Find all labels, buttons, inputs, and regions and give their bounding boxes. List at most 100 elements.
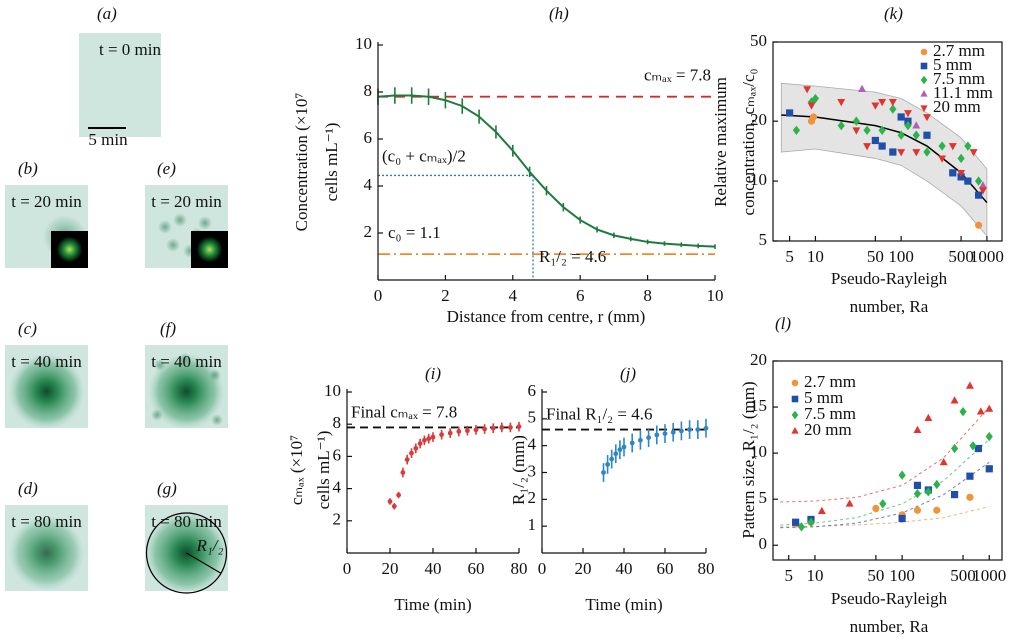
marker (898, 514, 906, 523)
time-caption: t = 40 min (151, 352, 222, 371)
y-tick-label: 8 (333, 413, 342, 432)
y-tick-label: 6 (333, 445, 342, 464)
reference-label: Final R₁/₂ = 4.6 (546, 404, 652, 423)
marker (703, 425, 709, 431)
cell-cluster (166, 238, 180, 252)
marker (687, 427, 692, 432)
x-tick-label: 5 (784, 566, 793, 585)
x-axis-title: Distance from centre, r (mm) (447, 307, 646, 326)
y-axis-title: cells mL⁻¹) (322, 123, 341, 202)
marker (858, 84, 867, 92)
panel-label: (a) (97, 4, 117, 23)
x-tick-label: 500 (950, 566, 976, 585)
x-tick-label: 60 (468, 559, 485, 578)
time-caption: t = 20 min (11, 192, 82, 211)
y-tick-label: 1 (528, 515, 537, 534)
x-axis-title: number, Ra (850, 297, 929, 316)
legend-label: 2.7 mm (804, 372, 856, 391)
x-tick-label: 0 (343, 559, 352, 578)
panel-label: (f) (160, 319, 176, 338)
marker (646, 435, 651, 441)
plot-frame (772, 41, 1003, 242)
marker (950, 396, 959, 404)
y-tick-label: 15 (750, 396, 767, 415)
marker (920, 75, 928, 85)
marker (863, 143, 872, 151)
x-tick-label: 60 (657, 559, 674, 578)
marker (938, 141, 946, 151)
panel-label: (g) (157, 479, 177, 498)
marker (897, 149, 906, 157)
marker (695, 427, 701, 432)
marker (852, 127, 861, 135)
marker (923, 114, 931, 122)
x-tick-label: 10 (707, 286, 724, 305)
marker (897, 130, 905, 140)
marker (920, 105, 928, 112)
marker (985, 431, 993, 442)
x-tick-label: 500 (948, 247, 974, 266)
panel-label: (d) (18, 479, 38, 498)
marker (889, 148, 897, 156)
marker (447, 430, 453, 436)
marker (974, 444, 982, 453)
marker (845, 499, 854, 507)
marker (924, 487, 932, 497)
legend-label: 7.5 mm (804, 404, 856, 423)
panel-label: (c) (18, 319, 37, 338)
y-axis-title: R₁/₂ (mm) (509, 435, 528, 505)
marker (426, 436, 432, 442)
x-tick-label: 20 (575, 559, 592, 578)
y-tick-label: 0 (759, 534, 768, 553)
marker (490, 425, 496, 431)
marker (965, 381, 974, 389)
marker (473, 427, 479, 433)
marker (387, 499, 393, 504)
marker (791, 410, 799, 420)
x-tick-label: 8 (643, 286, 652, 305)
y-tick-label: 2 (364, 222, 373, 241)
marker (897, 113, 905, 121)
radius-label: R₁/₂ (196, 536, 224, 555)
radius-circle (145, 512, 228, 594)
marker (852, 116, 860, 126)
x-tick-label: 5 (785, 247, 794, 266)
marker (404, 457, 410, 463)
data-line (377, 94, 716, 248)
marker (920, 90, 928, 97)
marker (976, 407, 985, 415)
marker (912, 121, 921, 129)
x-tick-label: 0 (538, 559, 547, 578)
marker (871, 136, 879, 145)
marker (889, 104, 897, 114)
panel-label: (b) (18, 159, 38, 178)
guide-label: R₁/₂ = 4.6 (539, 247, 606, 266)
marker (792, 518, 800, 526)
time-caption: t = 0 min (99, 40, 162, 59)
y-tick-label: 3 (528, 461, 537, 480)
marker (508, 425, 513, 430)
marker (938, 155, 947, 163)
marker (638, 437, 643, 443)
y-tick-label: 6 (528, 381, 537, 400)
legend-label: 20 mm (933, 97, 981, 116)
cell-cluster (211, 414, 223, 426)
fit-curve (780, 438, 990, 526)
marker (670, 429, 676, 435)
x-axis-title: Pseudo-Rayleigh (831, 589, 948, 608)
marker (924, 413, 933, 422)
marker (878, 125, 886, 135)
x-tick-label: 100 (889, 566, 915, 585)
x-tick-label: 50 (867, 247, 884, 266)
x-tick-label: 2 (441, 286, 450, 305)
x-tick-label: 50 (867, 566, 884, 585)
marker (923, 131, 931, 139)
y-tick-label: 2 (333, 510, 342, 529)
marker (879, 499, 887, 509)
marker (605, 462, 610, 467)
marker (959, 406, 967, 417)
marker (791, 395, 799, 403)
marker (979, 181, 987, 189)
legend-label: 5 mm (804, 388, 843, 407)
y-tick-label: 6 (364, 128, 373, 147)
